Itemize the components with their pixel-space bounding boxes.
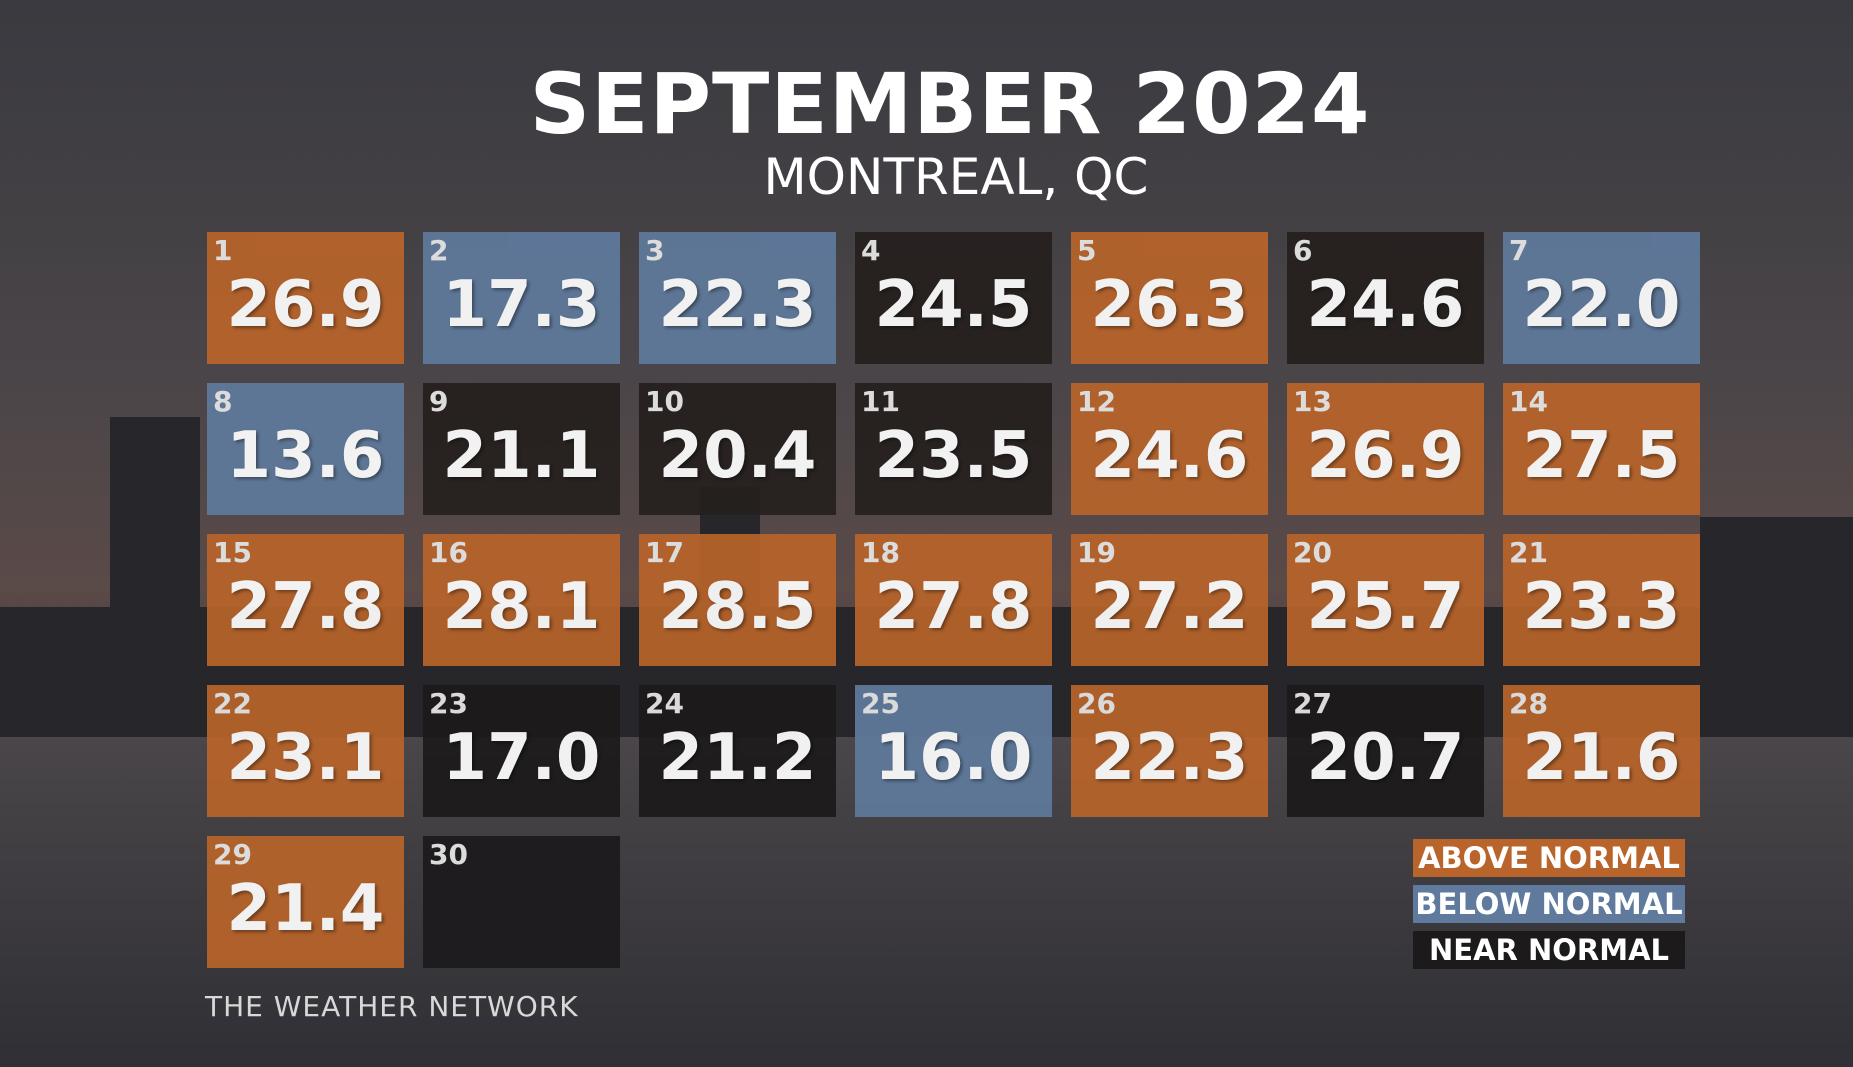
temperature: 22.0 <box>1522 268 1681 342</box>
day-number: 2 <box>429 234 449 267</box>
day-number: 7 <box>1509 234 1529 267</box>
legend-item: NEAR NORMAL <box>1413 931 1685 969</box>
day-cell: 25 16.0 <box>855 685 1052 817</box>
day-cell: 12 24.6 <box>1071 383 1268 515</box>
day-number: 15 <box>213 536 252 569</box>
day-number: 28 <box>1509 687 1548 720</box>
day-cell: 14 27.5 <box>1503 383 1700 515</box>
day-number: 11 <box>861 385 900 418</box>
day-number: 23 <box>429 687 468 720</box>
temperature: 26.9 <box>1306 419 1465 493</box>
temperature: 17.3 <box>442 268 601 342</box>
day-number: 3 <box>645 234 665 267</box>
day-cell: 1 26.9 <box>207 232 404 364</box>
day-number: 8 <box>213 385 233 418</box>
temperature: 23.3 <box>1522 570 1681 644</box>
temperature: 27.5 <box>1522 419 1681 493</box>
temperature: 21.6 <box>1522 721 1681 795</box>
temperature: 23.5 <box>874 419 1033 493</box>
day-cell: 15 27.8 <box>207 534 404 666</box>
temperature: 21.2 <box>658 721 817 795</box>
temperature: 26.9 <box>226 268 385 342</box>
skyline <box>1700 517 1853 747</box>
temperature: 22.3 <box>1090 721 1249 795</box>
day-cell: 16 28.1 <box>423 534 620 666</box>
day-cell: 4 24.5 <box>855 232 1052 364</box>
temperature: 24.6 <box>1306 268 1465 342</box>
temperature: 24.5 <box>874 268 1033 342</box>
day-number: 27 <box>1293 687 1332 720</box>
title: SEPTEMBER 2024 <box>529 55 1371 153</box>
day-cell: 8 13.6 <box>207 383 404 515</box>
temperature: 27.2 <box>1090 570 1249 644</box>
day-number: 20 <box>1293 536 1332 569</box>
temperature: 16.0 <box>874 721 1033 795</box>
temperature: 24.6 <box>1090 419 1249 493</box>
day-number: 16 <box>429 536 468 569</box>
temperature: 21.1 <box>442 419 601 493</box>
day-number: 5 <box>1077 234 1097 267</box>
day-number: 21 <box>1509 536 1548 569</box>
temperature: 21.4 <box>226 872 385 946</box>
temperature: 27.8 <box>226 570 385 644</box>
day-cell: 21 23.3 <box>1503 534 1700 666</box>
day-cell: 9 21.1 <box>423 383 620 515</box>
temperature: 28.5 <box>658 570 817 644</box>
day-cell: 2 17.3 <box>423 232 620 364</box>
day-cell: 7 22.0 <box>1503 232 1700 364</box>
temperature: 20.7 <box>1306 721 1465 795</box>
day-number: 9 <box>429 385 449 418</box>
day-cell: 28 21.6 <box>1503 685 1700 817</box>
day-cell: 19 27.2 <box>1071 534 1268 666</box>
temperature: 28.1 <box>442 570 601 644</box>
day-number: 14 <box>1509 385 1548 418</box>
day-number: 10 <box>645 385 684 418</box>
day-cell: 22 23.1 <box>207 685 404 817</box>
footer: THE WEATHER NETWORK <box>205 990 579 1023</box>
temperature: 27.8 <box>874 570 1033 644</box>
day-cell: 26 22.3 <box>1071 685 1268 817</box>
day-cell: 13 26.9 <box>1287 383 1484 515</box>
day-number: 19 <box>1077 536 1116 569</box>
temperature: 20.4 <box>658 419 817 493</box>
day-cell: 5 26.3 <box>1071 232 1268 364</box>
day-cell: 29 21.4 <box>207 836 404 968</box>
temperature: 26.3 <box>1090 268 1249 342</box>
day-cell: 17 28.5 <box>639 534 836 666</box>
day-cell: 24 21.2 <box>639 685 836 817</box>
day-number: 12 <box>1077 385 1116 418</box>
legend-item: ABOVE NORMAL <box>1413 839 1685 877</box>
day-cell: 27 20.7 <box>1287 685 1484 817</box>
temperature: 17.0 <box>442 721 601 795</box>
day-cell: 11 23.5 <box>855 383 1052 515</box>
legend-item: BELOW NORMAL <box>1413 885 1685 923</box>
day-number: 25 <box>861 687 900 720</box>
day-number: 18 <box>861 536 900 569</box>
temperature: 25.7 <box>1306 570 1465 644</box>
temperature: 13.6 <box>226 419 385 493</box>
day-cell: 20 25.7 <box>1287 534 1484 666</box>
day-number: 30 <box>429 838 468 871</box>
day-number: 17 <box>645 536 684 569</box>
day-number: 13 <box>1293 385 1332 418</box>
day-cell: 10 20.4 <box>639 383 836 515</box>
day-cell: 18 27.8 <box>855 534 1052 666</box>
subtitle: MONTREAL, QC <box>763 148 1149 206</box>
day-number: 24 <box>645 687 684 720</box>
day-number: 22 <box>213 687 252 720</box>
day-number: 6 <box>1293 234 1313 267</box>
temperature: 22.3 <box>658 268 817 342</box>
day-cell: 6 24.6 <box>1287 232 1484 364</box>
day-number: 29 <box>213 838 252 871</box>
temperature: 23.1 <box>226 721 385 795</box>
day-number: 4 <box>861 234 881 267</box>
day-number: 26 <box>1077 687 1116 720</box>
day-cell: 30 <box>423 836 620 968</box>
day-number: 1 <box>213 234 233 267</box>
day-cell: 3 22.3 <box>639 232 836 364</box>
day-cell: 23 17.0 <box>423 685 620 817</box>
